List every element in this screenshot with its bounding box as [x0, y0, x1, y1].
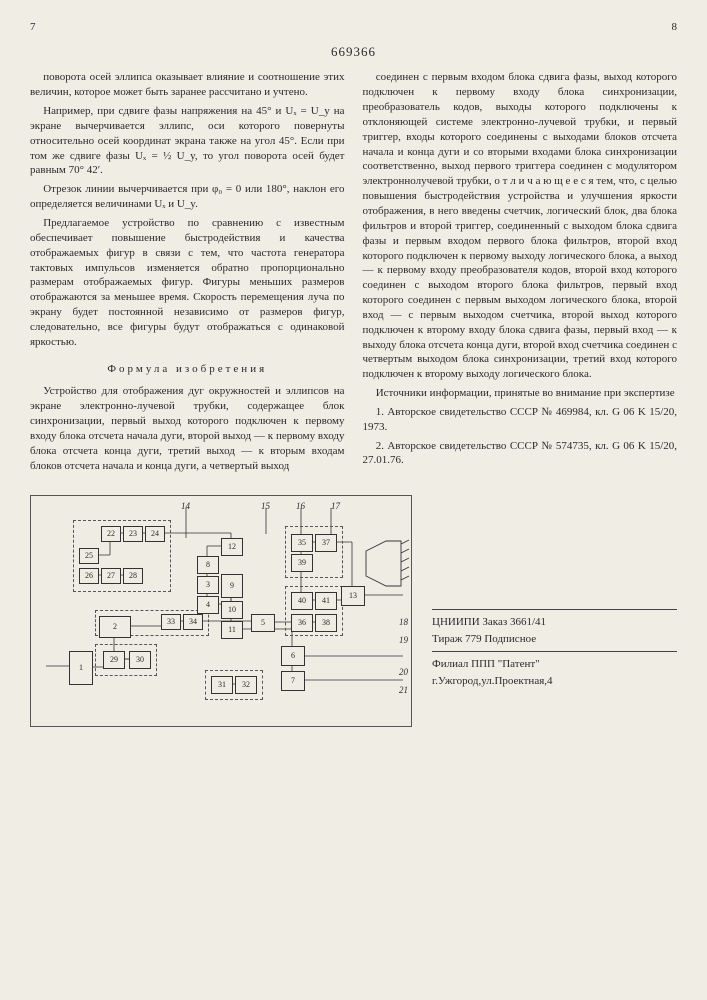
port-label: 21: [399, 684, 408, 696]
block-5: 5: [251, 614, 275, 632]
para: 1. Авторское свидетельство СССР № 469984…: [363, 405, 678, 435]
imprint-line: Филиал ППП "Патент": [432, 656, 677, 673]
port-label: 14: [181, 500, 190, 512]
block-32: 32: [235, 676, 257, 694]
para: Устройство для отображения дуг окружност…: [30, 384, 345, 473]
imprint-line: г.Ужгород,ул.Проектная,4: [432, 673, 677, 690]
block-9: 9: [221, 574, 243, 598]
right-column: соединен с первым входом блока сдвига фа…: [363, 70, 678, 477]
port-label: 18: [399, 616, 408, 628]
text-columns: поворота осей эллипса оказывает влияние …: [30, 70, 677, 477]
block-diagram: 1234567891011121322232425262728293031323…: [30, 495, 412, 727]
figure-area: 1234567891011121322232425262728293031323…: [30, 495, 677, 727]
block-40: 40: [291, 592, 313, 610]
port-label: 19: [399, 634, 408, 646]
doc-number: 669366: [30, 43, 677, 61]
block-7: 7: [281, 671, 305, 691]
block-29: 29: [103, 651, 125, 669]
para: соединен с первым входом блока сдвига фа…: [363, 70, 678, 382]
block-11: 11: [221, 621, 243, 639]
block-36: 36: [291, 614, 313, 632]
port-label: 16: [296, 500, 305, 512]
block-39: 39: [291, 554, 313, 572]
para: Например, при сдвиге фазы напряжения на …: [30, 104, 345, 178]
block-25: 25: [79, 548, 99, 564]
block-1: 1: [69, 651, 93, 685]
block-34: 34: [183, 614, 203, 630]
block-38: 38: [315, 614, 337, 632]
block-33: 33: [161, 614, 181, 630]
block-37: 37: [315, 534, 337, 552]
block-13: 13: [341, 586, 365, 606]
block-35: 35: [291, 534, 313, 552]
imprint-line: Тираж 779 Подписное: [432, 631, 677, 648]
port-label: 17: [331, 500, 340, 512]
block-4: 4: [197, 596, 219, 614]
block-8: 8: [197, 556, 219, 574]
block-12: 12: [221, 538, 243, 556]
block-6: 6: [281, 646, 305, 666]
block-41: 41: [315, 592, 337, 610]
block-2: 2: [99, 616, 131, 638]
para: поворота осей эллипса оказывает влияние …: [30, 70, 345, 100]
imprint-line: ЦНИИПИ Заказ 3661/41: [432, 614, 677, 631]
block-10: 10: [221, 601, 243, 619]
block-30: 30: [129, 651, 151, 669]
port-label: 20: [399, 666, 408, 678]
left-column: поворота осей эллипса оказывает влияние …: [30, 70, 345, 477]
para: Предлагаемое устройство по сравнению с и…: [30, 216, 345, 350]
formula-title: Формула изобретения: [30, 362, 345, 377]
page-left: 7: [30, 20, 36, 35]
para: 2. Авторское свидетельство СССР № 574735…: [363, 439, 678, 469]
imprint-block: ЦНИИПИ Заказ 3661/41 Тираж 779 Подписное…: [432, 495, 677, 689]
block-27: 27: [101, 568, 121, 584]
block-22: 22: [101, 526, 121, 542]
block-24: 24: [145, 526, 165, 542]
block-31: 31: [211, 676, 233, 694]
block-23: 23: [123, 526, 143, 542]
block-3: 3: [197, 576, 219, 594]
para: Источники информации, принятые во вниман…: [363, 386, 678, 401]
port-label: 15: [261, 500, 270, 512]
para: Отрезок линии вычерчивается при φ₀ = 0 и…: [30, 182, 345, 212]
page-right: 8: [672, 20, 678, 35]
block-28: 28: [123, 568, 143, 584]
block-26: 26: [79, 568, 99, 584]
